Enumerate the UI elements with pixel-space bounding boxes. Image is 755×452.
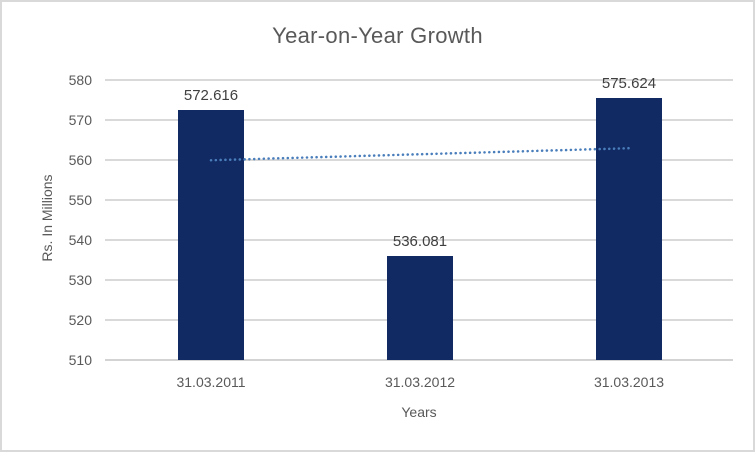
bar <box>178 109 244 360</box>
x-axis-line <box>105 359 733 361</box>
gridline <box>105 239 733 241</box>
x-tick-label: 31.03.2013 <box>593 374 665 390</box>
gridline <box>105 199 733 201</box>
y-tick-label: 520 <box>68 312 92 328</box>
bar-value-label: 572.616 <box>183 86 239 104</box>
gridline <box>105 79 733 81</box>
bar <box>596 97 662 360</box>
y-tick-label: 510 <box>68 352 92 368</box>
x-tick-label: 31.03.2011 <box>176 374 246 390</box>
y-tick-label: 530 <box>68 272 92 288</box>
y-tick-label: 560 <box>68 152 92 168</box>
chart-title: Year-on-Year Growth <box>272 23 483 48</box>
y-tick-label: 580 <box>68 72 92 88</box>
y-tick-label: 550 <box>68 192 92 208</box>
x-axis-title: Years <box>401 404 437 420</box>
y-tick-label: 570 <box>68 112 92 128</box>
bar <box>387 255 453 360</box>
bar-value-label: 536.081 <box>392 232 448 250</box>
y-tick-label: 540 <box>68 232 92 248</box>
gridline <box>105 119 733 121</box>
bar-value-label: 575.624 <box>601 74 657 92</box>
x-tick-label: 31.03.2012 <box>384 374 456 390</box>
